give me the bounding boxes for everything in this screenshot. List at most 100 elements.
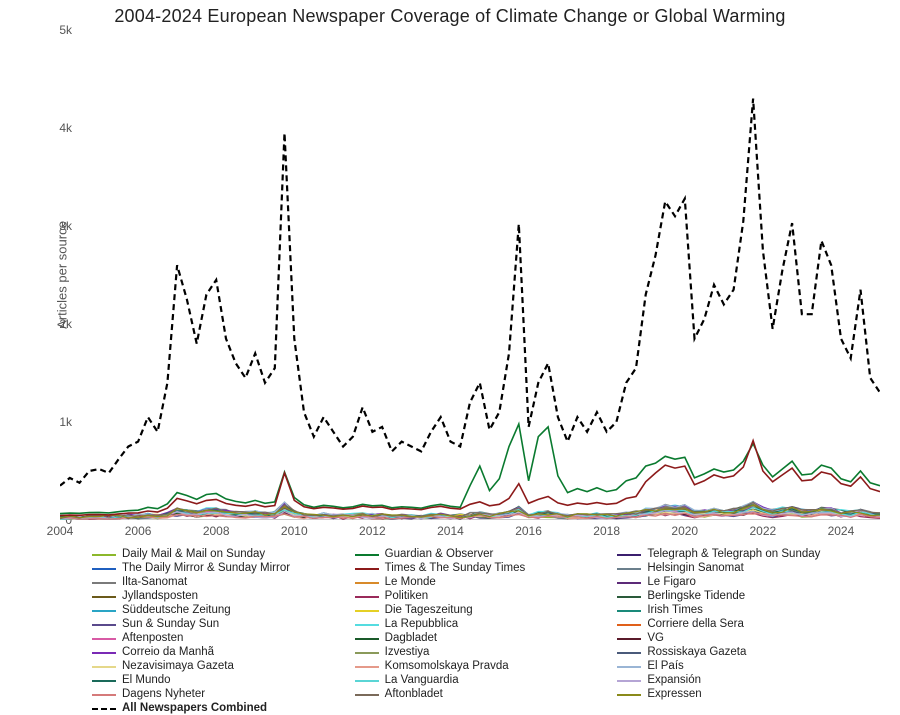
legend-swatch <box>617 694 641 696</box>
x-tick: 2006 <box>125 524 152 538</box>
legend-item: VG <box>617 632 872 645</box>
legend-swatch <box>92 708 116 710</box>
legend-label: Corriere della Sera <box>647 618 744 631</box>
legend-label: Dagbladet <box>385 632 437 645</box>
x-tick: 2004 <box>47 524 74 538</box>
legend-label: La Vanguardia <box>385 674 459 687</box>
x-tick: 2008 <box>203 524 230 538</box>
legend-label: Guardian & Observer <box>385 548 494 561</box>
legend-item: Times & The Sunday Times <box>355 562 610 575</box>
legend-label: Expansión <box>647 674 701 687</box>
legend-label: Times & The Sunday Times <box>385 562 526 575</box>
legend-item: Berlingske Tidende <box>617 590 872 603</box>
legend-item: Le Monde <box>355 576 610 589</box>
legend-swatch <box>355 666 379 668</box>
legend-item: Dagbladet <box>355 632 610 645</box>
legend-item: El País <box>617 660 872 673</box>
legend-label: Rossiskaya Gazeta <box>647 646 746 659</box>
legend-label: Aftonbladet <box>385 688 443 701</box>
legend-label: Die Tageszeitung <box>385 604 473 617</box>
legend-item: Expressen <box>617 688 872 701</box>
legend-label: Dagens Nyheter <box>122 688 205 701</box>
legend-label: All Newspapers Combined <box>122 702 267 715</box>
legend-swatch <box>617 666 641 668</box>
legend-item: La Repubblica <box>355 618 610 631</box>
legend-item: Le Figaro <box>617 576 872 589</box>
legend-item: Aftenposten <box>92 632 347 645</box>
legend-item: Daily Mail & Mail on Sunday <box>92 548 347 561</box>
legend-swatch <box>617 596 641 598</box>
legend-item: Corriere della Sera <box>617 618 872 631</box>
legend-item: Irish Times <box>617 604 872 617</box>
chart-container: 2004-2024 European Newspaper Coverage of… <box>0 0 900 703</box>
legend-label: Komsomolskaya Pravda <box>385 660 509 673</box>
legend-label: Ilta-Sanomat <box>122 576 187 589</box>
legend-item: The Daily Mirror & Sunday Mirror <box>92 562 347 575</box>
legend-item: Guardian & Observer <box>355 548 610 561</box>
legend-label: Le Figaro <box>647 576 696 589</box>
x-tick: 2010 <box>281 524 308 538</box>
legend-swatch <box>617 652 641 654</box>
legend-label: Helsingin Sanomat <box>647 562 744 575</box>
legend-swatch <box>355 638 379 640</box>
legend-swatch <box>92 554 116 556</box>
legend-item: Correio da Manhã <box>92 646 347 659</box>
legend-label: Izvestiya <box>385 646 430 659</box>
legend-label: El País <box>647 660 683 673</box>
legend-item: Dagens Nyheter <box>92 688 347 701</box>
legend-swatch <box>355 554 379 556</box>
legend-label: VG <box>647 632 664 645</box>
legend-item: Rossiskaya Gazeta <box>617 646 872 659</box>
legend-swatch <box>355 652 379 654</box>
legend-item: Nezavisimaya Gazeta <box>92 660 347 673</box>
legend-item: Sun & Sunday Sun <box>92 618 347 631</box>
legend-swatch <box>92 638 116 640</box>
x-tick: 2018 <box>593 524 620 538</box>
legend-item: El Mundo <box>92 674 347 687</box>
legend-item: Expansión <box>617 674 872 687</box>
legend-swatch <box>92 568 116 570</box>
x-tick: 2024 <box>828 524 855 538</box>
legend-swatch <box>355 610 379 612</box>
legend-swatch <box>355 680 379 682</box>
legend-swatch <box>617 638 641 640</box>
legend-label: Sun & Sunday Sun <box>122 618 219 631</box>
x-tick: 2014 <box>437 524 464 538</box>
legend-item: Ilta-Sanomat <box>92 576 347 589</box>
plot-area <box>60 30 880 520</box>
legend-swatch <box>617 680 641 682</box>
legend-label: Le Monde <box>385 576 436 589</box>
legend-item: La Vanguardia <box>355 674 610 687</box>
legend-label: Jyllandsposten <box>122 590 198 603</box>
legend-label: The Daily Mirror & Sunday Mirror <box>122 562 290 575</box>
legend-swatch <box>617 554 641 556</box>
legend-swatch <box>92 624 116 626</box>
legend-item: All Newspapers Combined <box>92 702 347 715</box>
chart-title: 2004-2024 European Newspaper Coverage of… <box>0 0 900 27</box>
legend-swatch <box>92 694 116 696</box>
legend-label: Expressen <box>647 688 701 701</box>
legend-swatch <box>92 610 116 612</box>
legend-swatch <box>617 582 641 584</box>
legend-item: Helsingin Sanomat <box>617 562 872 575</box>
legend-label: Daily Mail & Mail on Sunday <box>122 548 265 561</box>
legend-label: Aftenposten <box>122 632 183 645</box>
x-tick: 2016 <box>515 524 542 538</box>
legend-swatch <box>355 568 379 570</box>
legend-label: Nezavisimaya Gazeta <box>122 660 234 673</box>
legend-swatch <box>92 666 116 668</box>
legend-item: Izvestiya <box>355 646 610 659</box>
legend-label: Irish Times <box>647 604 703 617</box>
legend-label: Correio da Manhã <box>122 646 214 659</box>
legend-item: Politiken <box>355 590 610 603</box>
x-tick: 2012 <box>359 524 386 538</box>
legend-swatch <box>355 582 379 584</box>
legend-swatch <box>92 596 116 598</box>
legend-swatch <box>92 582 116 584</box>
legend-label: Berlingske Tidende <box>647 590 745 603</box>
legend-item: Telegraph & Telegraph on Sunday <box>617 548 872 561</box>
legend-item: Die Tageszeitung <box>355 604 610 617</box>
legend-item: Süddeutsche Zeitung <box>92 604 347 617</box>
legend-swatch <box>617 624 641 626</box>
legend-swatch <box>355 694 379 696</box>
